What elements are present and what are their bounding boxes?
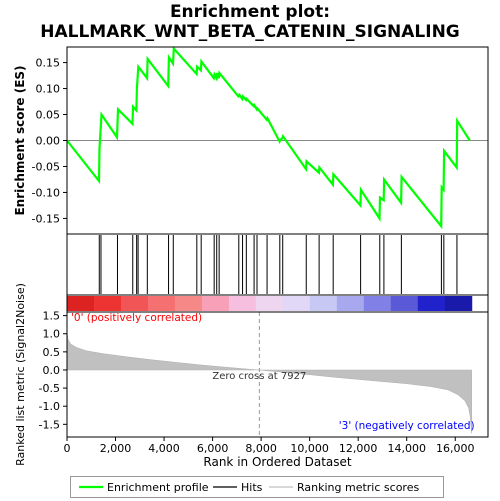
xtick-label: 16,000 <box>436 442 475 455</box>
heat-bar-segment <box>390 296 419 311</box>
panel-frame <box>66 233 489 296</box>
heat-bar-segment <box>147 296 176 311</box>
legend-label: Enrichment profile <box>107 481 209 494</box>
heat-bar-segment <box>174 296 203 311</box>
positive-correlation-label: '0' (positively correlated) <box>71 312 202 324</box>
es-ytick-label: -0.10 <box>32 186 60 199</box>
es-ytick-label: 0.05 <box>36 109 61 122</box>
enrichment-profile-line <box>66 45 471 230</box>
heat-bar-segment <box>282 296 311 311</box>
metric-ytick-label: -1.0 <box>39 400 60 413</box>
metric-ytick-label: -0.5 <box>39 382 60 395</box>
metric-ytick-label: 0.5 <box>43 346 61 359</box>
metric-ylabel: Ranked list metric (Signal2Noise) <box>14 283 27 466</box>
xtick-label: 4,000 <box>148 442 180 455</box>
metric-ytick-label: 1.0 <box>43 328 61 341</box>
xtick-label: 10,000 <box>290 442 329 455</box>
es-ytick-label: 0.10 <box>36 83 61 96</box>
xtick-label: 6,000 <box>197 442 229 455</box>
zero-cross-label: Zero cross at 7927 <box>212 371 306 382</box>
xtick-label: 0 <box>64 442 71 455</box>
chart-legend: Enrichment profile Hits Ranking metric sco… <box>70 476 444 498</box>
heat-bar-segment <box>255 296 284 311</box>
heat-bar-segment <box>201 296 230 311</box>
xtick-label: 2,000 <box>100 442 132 455</box>
heat-bar-segment <box>444 296 473 311</box>
heat-bar-segment <box>363 296 392 311</box>
xtick-label: 8,000 <box>245 442 277 455</box>
panel-frame <box>66 311 489 438</box>
heat-bar-segment <box>336 296 365 311</box>
metric-ytick-label: 1.5 <box>43 310 61 323</box>
xlabel: Rank in Ordered Dataset <box>203 455 351 469</box>
legend-label: Ranking metric scores <box>297 481 419 494</box>
es-ytick-label: -0.15 <box>32 212 60 225</box>
chart-title-line1: Enrichment plot: <box>169 2 331 22</box>
es-ytick-label: 0.15 <box>36 57 61 70</box>
es-ytick-label: -0.05 <box>32 160 60 173</box>
heat-bar-segment <box>93 296 122 311</box>
es-ytick-label: 0.00 <box>36 135 61 148</box>
legend-svg: Enrichment profile Hits Ranking metric sco… <box>79 481 419 494</box>
es-ylabel: Enrichment score (ES) <box>13 65 27 215</box>
heat-bar-segment <box>67 296 95 311</box>
xtick-label: 14,000 <box>387 442 426 455</box>
chart-title-line2: HALLMARK_WNT_BETA_CATENIN_SIGNALING <box>40 22 460 42</box>
xtick-label: 12,000 <box>339 442 378 455</box>
metric-ytick-label: -1.5 <box>39 418 60 431</box>
legend-label: Hits <box>241 481 263 494</box>
ranking-metric-area <box>66 331 472 434</box>
heat-bar-segment <box>228 296 257 311</box>
heat-bar-segment <box>120 296 149 311</box>
heat-bar-segment <box>417 296 446 311</box>
metric-ytick-label: 0.0 <box>43 364 61 377</box>
heat-bar-segment <box>309 296 338 311</box>
negative-correlation-label: '3' (negatively correlated) <box>339 420 475 432</box>
